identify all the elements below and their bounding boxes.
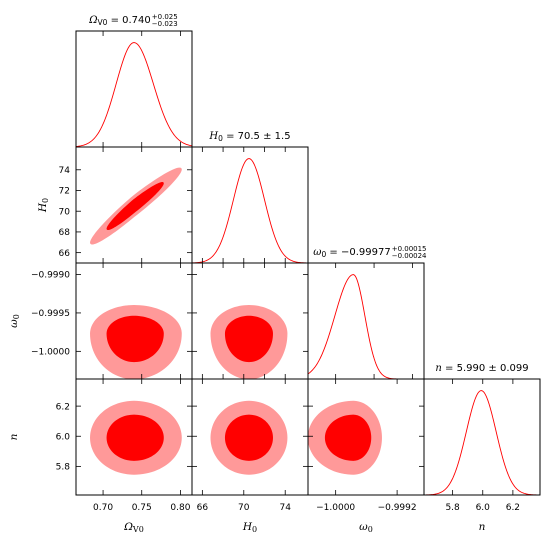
- x-axis-label-2: ω0: [359, 521, 373, 534]
- x-tick-label-3-0: 5.8: [445, 503, 460, 513]
- marginal-title-plus-2: +0.00015: [392, 245, 427, 253]
- y-tick-label-1-1: 68: [59, 228, 71, 238]
- x-tick-label-1-0: 66: [197, 503, 209, 513]
- x-tick-label-2-1: −0.9992: [378, 503, 417, 513]
- marginal-title-minus-0: −0.023: [152, 20, 178, 28]
- x-axis-label-0: ΩV0: [123, 521, 144, 534]
- marginal-title-minus-2: −0.00024: [392, 252, 427, 260]
- y-tick-label-1-0: 66: [59, 249, 71, 259]
- y-axis-label-2: ω0: [8, 314, 21, 328]
- panel-frame-0-0: [75, 30, 193, 148]
- y-tick-label-2-0: −1.0000: [31, 348, 70, 358]
- x-tick-label-1-1: 70: [238, 503, 250, 513]
- contour-68-2-0: [106, 315, 164, 363]
- panel-frame-3-3: [423, 378, 541, 496]
- x-tick-label-3-2: 6.2: [506, 503, 520, 513]
- contour-68-1-0: [106, 182, 164, 231]
- contour-panel-3-2: [308, 400, 382, 475]
- marginal-title-3: n = 5.990 ± 0.099: [435, 363, 528, 374]
- marginal-curve-2: [307, 274, 424, 380]
- x-axis-label-1: H0: [242, 521, 257, 534]
- x-tick-label-3-1: 6.0: [476, 503, 491, 513]
- y-tick-label-2-1: −0.9995: [31, 309, 70, 319]
- y-axis-label-1: H0: [37, 198, 50, 213]
- y-tick-label-1-2: 70: [59, 207, 71, 217]
- marginal-title-plus-0: +0.025: [152, 13, 178, 21]
- contour-panel-2-0: [90, 305, 182, 379]
- x-axis-label-3: n: [479, 521, 486, 533]
- x-tick-label-0-2: 0.80: [170, 503, 190, 513]
- y-axis-label-3: n: [8, 433, 20, 440]
- contour-panel-1-0: [90, 167, 182, 245]
- y-tick-label-1-3: 72: [59, 187, 70, 197]
- x-tick-label-0-1: 0.75: [132, 503, 152, 513]
- contour-68-3-2: [324, 414, 372, 461]
- y-tick-label-3-1: 6.0: [56, 432, 71, 442]
- marginal-title-0: ΩV0 = 0.740: [88, 15, 151, 27]
- marginal-title-1: H0 = 70.5 ± 1.5: [208, 131, 290, 143]
- contour-68-3-1: [224, 414, 273, 461]
- contour-68-2-1: [224, 315, 273, 363]
- contour-panel-3-0: [90, 400, 182, 475]
- y-tick-label-3-0: 5.8: [56, 463, 71, 473]
- contour-68-3-0: [106, 414, 164, 461]
- marginal-curve-0: [75, 42, 193, 147]
- y-tick-label-2-2: −0.9990: [31, 271, 70, 281]
- y-tick-label-1-4: 74: [59, 166, 71, 176]
- x-tick-label-0-0: 0.70: [93, 503, 113, 513]
- marginal-title-2: ω0 = −0.99977: [313, 247, 390, 259]
- x-tick-label-1-2: 74: [279, 503, 291, 513]
- y-tick-label-3-2: 6.2: [56, 402, 70, 412]
- contour-panel-2-1: [210, 305, 288, 379]
- marginal-curve-1: [191, 158, 309, 264]
- panel-frame-1-1: [191, 146, 309, 264]
- contour-panel-3-1: [210, 400, 288, 475]
- x-tick-label-2-0: −1.0000: [316, 503, 355, 513]
- marginal-curve-3: [423, 390, 541, 496]
